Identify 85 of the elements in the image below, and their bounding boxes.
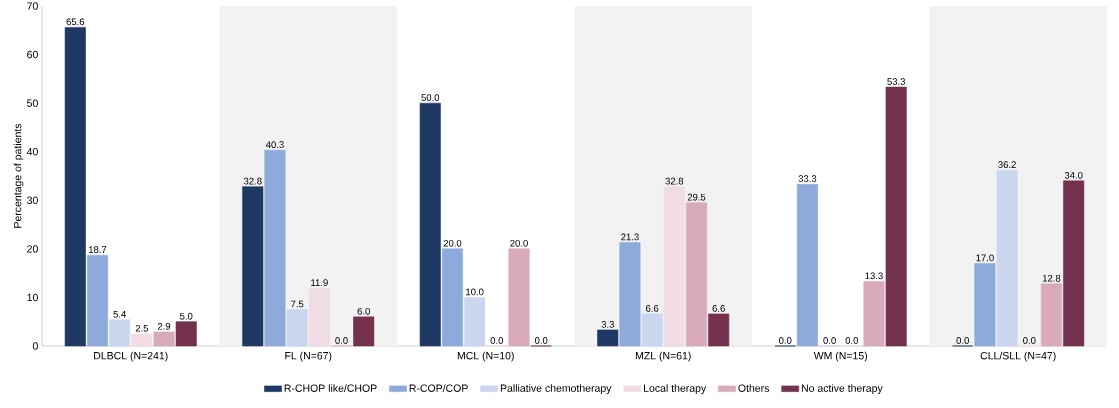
bar <box>64 27 86 347</box>
data-label: 7.5 <box>291 300 304 308</box>
data-label: 53.3 <box>887 78 905 85</box>
bar <box>663 186 685 347</box>
y-tick-label: 60 <box>27 50 38 59</box>
x-tick-label: WM (N=15) <box>813 351 868 362</box>
data-label: 0.0 <box>956 337 969 344</box>
data-label: 2.5 <box>135 324 149 332</box>
data-label: 0.0 <box>490 337 504 344</box>
data-label: 13.3 <box>865 272 883 280</box>
data-label: 17.0 <box>976 254 994 262</box>
bar <box>996 169 1018 347</box>
data-label: 0.0 <box>1023 337 1036 344</box>
legend-label: Palliative chemotherapy <box>500 384 612 394</box>
bar <box>441 248 463 347</box>
y-tick-label: 40 <box>26 148 38 156</box>
bar <box>708 313 730 347</box>
y-tick-label: 0 <box>32 342 38 350</box>
data-label: 20.0 <box>510 239 528 247</box>
data-label: 36.2 <box>998 161 1016 168</box>
bar <box>885 86 907 347</box>
bar <box>353 316 375 347</box>
bar <box>863 281 885 347</box>
data-label: 11.9 <box>311 279 328 286</box>
data-label: 0.0 <box>335 337 348 344</box>
bar <box>86 254 108 347</box>
data-label: 5.4 <box>113 310 126 318</box>
data-label: 34.0 <box>1064 171 1083 179</box>
bar <box>796 183 818 347</box>
bar <box>464 297 486 347</box>
x-tick-label: FL (N=67) <box>285 351 332 362</box>
data-label: 6.0 <box>357 307 370 315</box>
data-label: 0.0 <box>823 337 836 344</box>
bar <box>686 202 708 347</box>
bar <box>508 248 530 347</box>
x-tick-label: DLBCL (N=241) <box>94 351 168 362</box>
bar <box>1063 180 1085 347</box>
legend-label: Local therapy <box>644 384 707 394</box>
y-tick-label: 70 <box>27 2 38 10</box>
data-label: 20.0 <box>443 239 462 247</box>
y-tick-label: 50 <box>27 99 38 107</box>
legend-label: R-CHOP like/CHOP <box>284 384 377 392</box>
x-tick-label: MCL (N=10) <box>457 351 514 362</box>
data-label: 32.8 <box>243 177 262 185</box>
data-label: 3.3 <box>601 321 614 328</box>
bar <box>1040 283 1062 347</box>
data-label: 6.6 <box>712 305 725 312</box>
data-label: 50.0 <box>421 94 440 101</box>
x-tick-label: CLL/SLL (N=47) <box>980 351 1056 362</box>
x-tick-label: MZL (N=61) <box>635 351 691 362</box>
bar <box>131 333 153 347</box>
y-tick-label: 20 <box>27 245 38 253</box>
data-label: 10.0 <box>466 288 484 296</box>
data-label: 0.0 <box>534 337 548 344</box>
data-label: 65.6 <box>66 18 85 26</box>
bar <box>109 319 131 347</box>
data-label: 32.8 <box>665 177 684 185</box>
data-label: 6.6 <box>646 305 659 312</box>
bar <box>419 102 441 347</box>
bar <box>153 331 175 347</box>
data-label: 33.3 <box>798 175 817 183</box>
data-label: 0.0 <box>845 337 859 344</box>
data-label: 40.3 <box>265 141 284 149</box>
bar <box>264 149 286 347</box>
bar <box>641 313 663 347</box>
y-tick-label: 10 <box>27 293 38 302</box>
bar <box>175 321 197 347</box>
bar <box>242 186 264 347</box>
data-label: 12.8 <box>1042 274 1061 282</box>
bar <box>974 263 996 347</box>
data-label: 0.0 <box>779 337 792 344</box>
legend-label: No active therapy <box>801 384 883 394</box>
y-tick-label: 30 <box>27 196 38 205</box>
bar <box>286 309 308 347</box>
y-axis-title: Percentage of patients <box>13 123 24 228</box>
bar <box>619 242 641 347</box>
data-label: 2.9 <box>157 322 171 330</box>
data-label: 29.5 <box>687 193 706 201</box>
data-label: 21.3 <box>621 233 639 241</box>
legend-label: Others <box>738 384 770 392</box>
data-label: 5.0 <box>179 312 193 320</box>
data-label: 18.7 <box>88 246 107 253</box>
bar <box>597 329 619 347</box>
bar <box>308 287 330 347</box>
legend-label: R-COP/COP <box>409 384 468 392</box>
